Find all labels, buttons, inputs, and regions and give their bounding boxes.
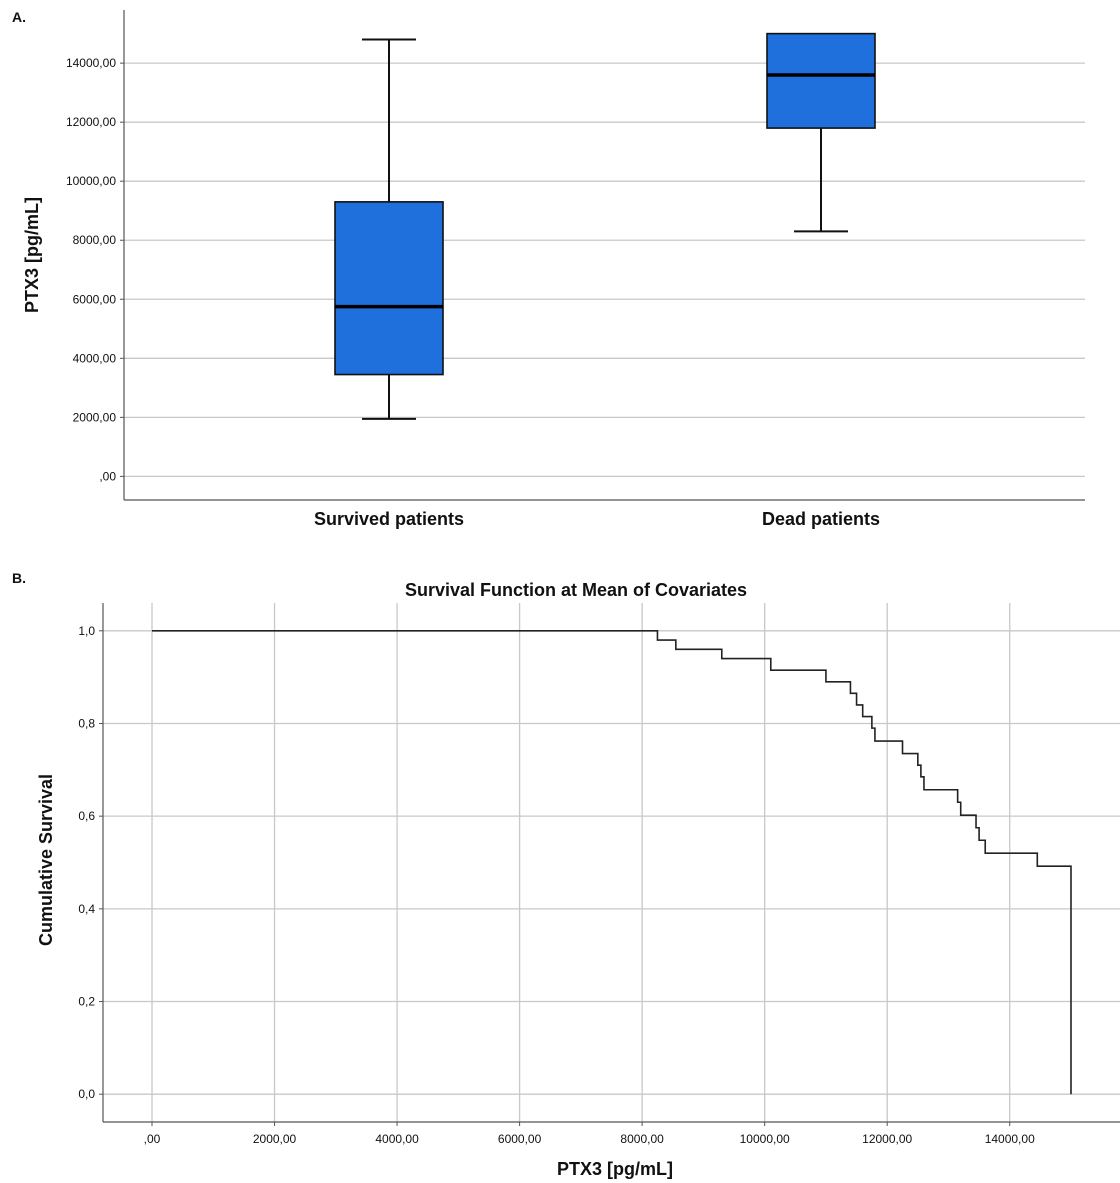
panel-a-y-tick-label: 10000,00	[66, 174, 116, 188]
panel-b-y-tick-label: 0,8	[78, 716, 95, 730]
panel-b-y-axis-label: Cumulative Survival	[36, 774, 56, 946]
panel-a-y-tick-label: ,00	[99, 469, 116, 483]
panel-a-label: A.	[12, 9, 26, 25]
panel-b-x-ticks: ,00 2000,00 4000,00 6000,00 8000,00 10000,00 1…	[144, 1122, 1035, 1146]
panel-a-y-tick-label: 8000,00	[73, 233, 117, 247]
panel-b-y-tick-label: 0,6	[78, 809, 95, 823]
panel-a-y-tick-label: 6000,00	[73, 292, 117, 306]
survival-step-line	[152, 630, 1072, 1095]
category-label: Dead patients	[762, 509, 880, 529]
panel-a-y-tick-label: 12000,00	[66, 115, 116, 129]
panel-a-y-ticks: ,00 2000,00 4000,00 6000,00 8000,00 10000,00 1…	[66, 56, 124, 483]
panel-b: B. Survival Function at Mean of Covariat…	[12, 570, 1120, 1179]
panel-b-y-tick-label: 0,4	[78, 902, 95, 916]
panel-b-x-tick-label: 10000,00	[740, 1132, 790, 1146]
panel-b-x-axis-label: PTX3 [pg/mL]	[557, 1159, 673, 1179]
panel-a-category-labels: Survived patients Dead patients	[314, 509, 880, 529]
panel-a-y-tick-label: 2000,00	[73, 410, 117, 424]
panel-b-y-tick-label: 1,0	[78, 624, 95, 638]
box-iqr	[334, 201, 444, 376]
panel-a-y-tick-label: 14000,00	[66, 56, 116, 70]
panel-b-x-tick-label: ,00	[144, 1132, 161, 1146]
panel-a-boxes	[334, 32, 876, 420]
panel-b-gridlines	[103, 603, 1120, 1122]
panel-a-y-axis-label: PTX3 [pg/mL]	[22, 197, 42, 313]
panel-b-y-ticks: 0,0 0,2 0,4 0,6 0,8 1,0	[78, 624, 103, 1101]
panel-a-axes	[123, 10, 1085, 501]
panel-b-label: B.	[12, 570, 26, 586]
panel-b-axes	[102, 603, 1120, 1123]
panel-a-gridlines	[124, 62, 1085, 478]
panel-b-x-tick-label: 6000,00	[498, 1132, 542, 1146]
panel-b-y-tick-label: 0,2	[78, 995, 95, 1009]
panel-b-x-tick-label: 8000,00	[620, 1132, 664, 1146]
panel-b-x-tick-label: 4000,00	[375, 1132, 419, 1146]
panel-b-x-tick-label: 2000,00	[253, 1132, 297, 1146]
panel-b-y-tick-label: 0,0	[78, 1087, 95, 1101]
box-iqr	[766, 32, 876, 129]
panel-a-y-tick-label: 4000,00	[73, 351, 117, 365]
category-label: Survived patients	[314, 509, 464, 529]
panel-a: A. ,00 2000,00 4000,00 6000,00 8000,00 10000,…	[12, 9, 1085, 529]
panel-b-x-tick-label: 14000,00	[985, 1132, 1035, 1146]
panel-b-title: Survival Function at Mean of Covariates	[405, 580, 747, 600]
panel-b-x-tick-label: 12000,00	[862, 1132, 912, 1146]
panel-b-series	[152, 630, 1072, 1095]
